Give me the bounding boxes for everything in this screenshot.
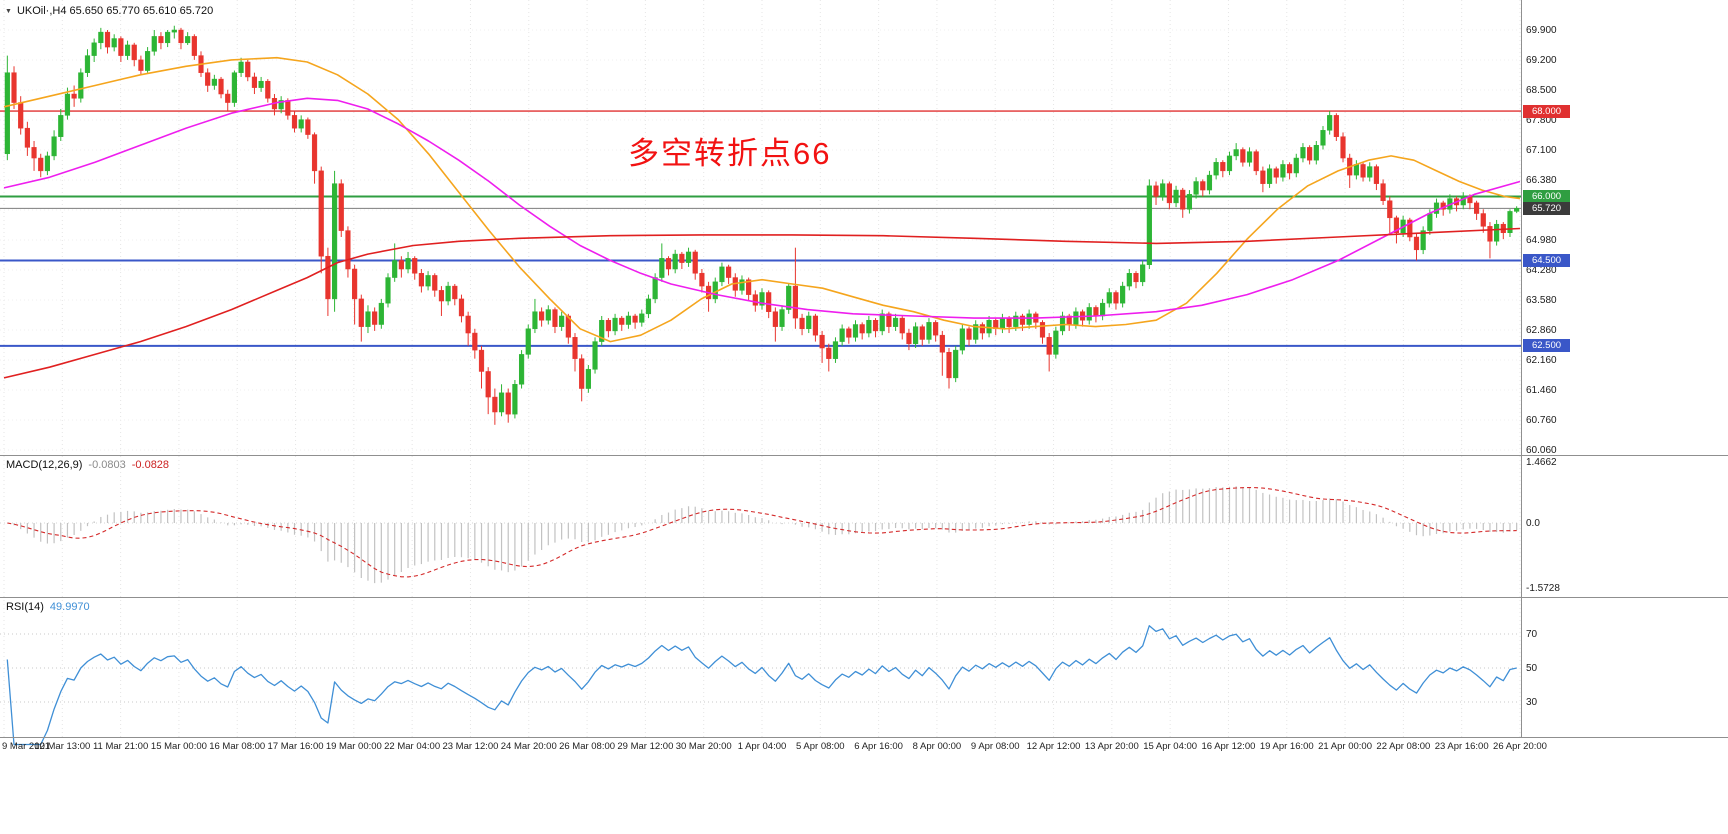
frame-group <box>0 0 1728 738</box>
gridlines-group <box>0 0 1521 737</box>
ma-mid-magenta <box>3 97 1521 319</box>
ma-lines-group <box>3 56 1521 379</box>
macd-group <box>0 486 1520 584</box>
macd-signal-line <box>7 486 1517 578</box>
ma-slow-red <box>3 227 1521 379</box>
ma-fast-orange <box>3 56 1521 343</box>
hlines-group <box>0 110 1522 347</box>
rsi-line <box>6 625 1517 746</box>
rsi-group <box>0 625 1520 746</box>
